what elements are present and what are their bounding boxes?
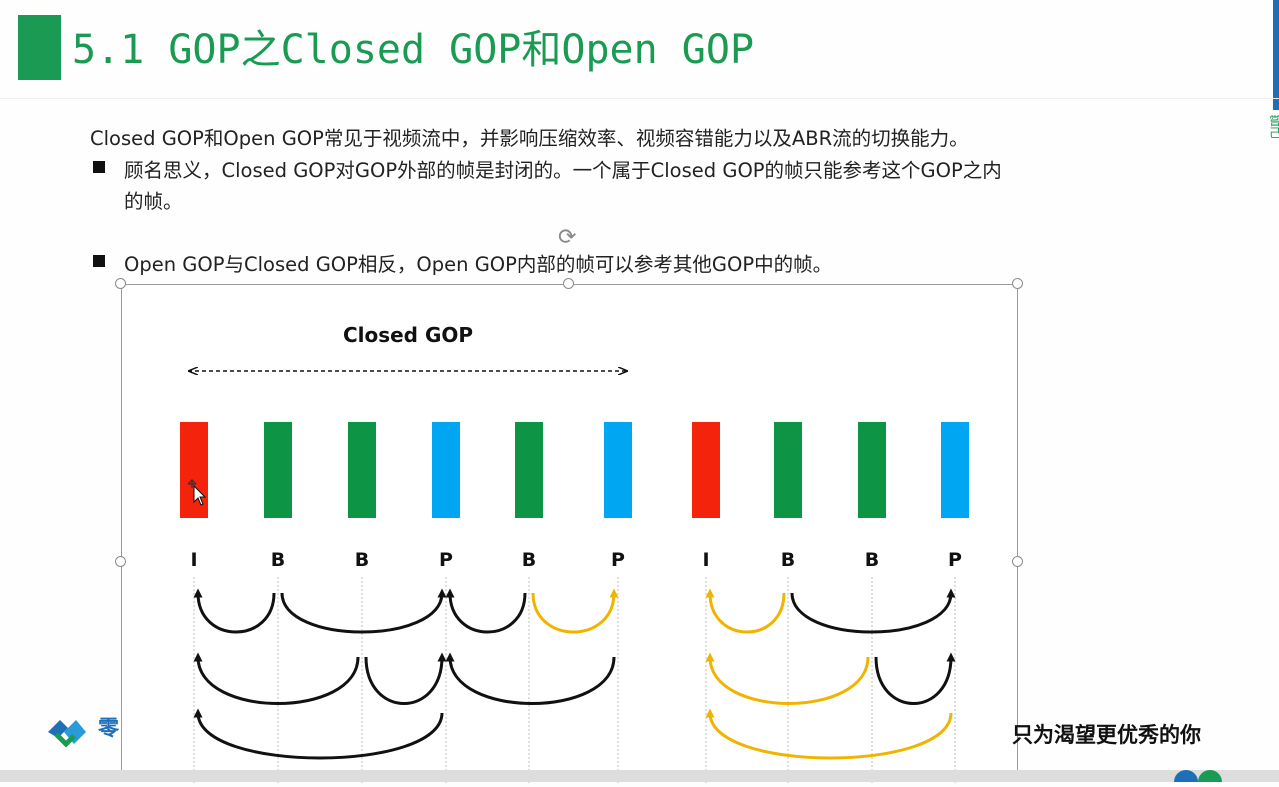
- reference-arrow: [705, 588, 786, 634]
- bullet-marker: [93, 161, 105, 173]
- player-control-icon[interactable]: [1168, 770, 1228, 782]
- resize-handle-top-center[interactable]: [563, 278, 574, 289]
- frame-type-label: I: [190, 549, 197, 571]
- slide-title: 5.1 GOP之Closed GOP和Open GOP: [72, 27, 755, 73]
- gop-diagram: Closed GOP I B B P B P I B B P: [180, 323, 969, 783]
- intro-text: Closed GOP和Open GOP常见于视频流中，并影响压缩效率、视频容错能…: [90, 127, 969, 150]
- frame-b-1: [264, 422, 292, 518]
- bullet-marker: [93, 255, 105, 267]
- reference-arrow: [874, 652, 956, 705]
- edge-scrollbar[interactable]: [1273, 0, 1279, 110]
- company-logo-icon: [48, 720, 86, 748]
- frame-type-label: B: [271, 549, 285, 571]
- bullet-text-closed-gop-cont: 的帧。: [124, 190, 183, 213]
- frame-b-4: [515, 422, 543, 518]
- frame-type-label: P: [611, 549, 625, 571]
- frame-i-6: [692, 422, 720, 518]
- footer-strip: [0, 770, 1279, 782]
- frame-type-label: P: [948, 549, 962, 571]
- resize-handle-middle-left[interactable]: [115, 556, 126, 567]
- reference-arrow: [280, 588, 447, 634]
- edge-app-icon[interactable]: 嘗己: [1269, 114, 1279, 140]
- frame-p-3: [432, 422, 460, 518]
- resize-handle-top-right[interactable]: [1012, 278, 1023, 289]
- frame-p-5: [604, 422, 632, 518]
- company-name: 零: [98, 715, 119, 740]
- reference-arrow: [445, 652, 616, 705]
- title-divider: [0, 98, 1279, 99]
- resize-handle-middle-right[interactable]: [1012, 556, 1023, 567]
- frame-type-label: B: [781, 549, 795, 571]
- frame-b-8: [858, 422, 886, 518]
- frame-b-7: [774, 422, 802, 518]
- gop-diagram-image[interactable]: Closed GOP I B B P B P I B B P: [121, 284, 1018, 783]
- reference-arrow: [705, 652, 870, 705]
- frame-type-label: B: [355, 549, 369, 571]
- resize-handle-top-left[interactable]: [115, 278, 126, 289]
- bullet-text-open-gop: Open GOP与Closed GOP相反，Open GOP内部的帧可以参考其他…: [124, 253, 833, 276]
- title-accent-block: [18, 15, 61, 80]
- frame-type-label: I: [702, 549, 709, 571]
- frame-p-9: [941, 422, 969, 518]
- reference-arrow: [705, 708, 953, 760]
- reference-arrow: [790, 588, 956, 634]
- closed-gop-label: Closed GOP: [343, 323, 473, 347]
- frame-type-label: B: [865, 549, 879, 571]
- reference-arrow: [193, 708, 444, 760]
- frame-type-label: P: [439, 549, 453, 571]
- footer-slogan: 只为渴望更优秀的你: [1012, 722, 1201, 747]
- reference-arrow: [445, 588, 527, 634]
- frame-b-2: [348, 422, 376, 518]
- rotate-handle-icon[interactable]: ⟳: [558, 225, 577, 250]
- bullet-text-closed-gop: 顾名思义，Closed GOP对GOP外部的帧是封闭的。一个属于Closed G…: [124, 159, 1002, 182]
- reference-arrow: [193, 652, 360, 705]
- reference-arrow: [531, 588, 619, 634]
- move-cursor-icon: [187, 479, 207, 506]
- reference-arrow: [193, 588, 276, 634]
- reference-arrow: [364, 652, 447, 705]
- frame-type-label: B: [522, 549, 536, 571]
